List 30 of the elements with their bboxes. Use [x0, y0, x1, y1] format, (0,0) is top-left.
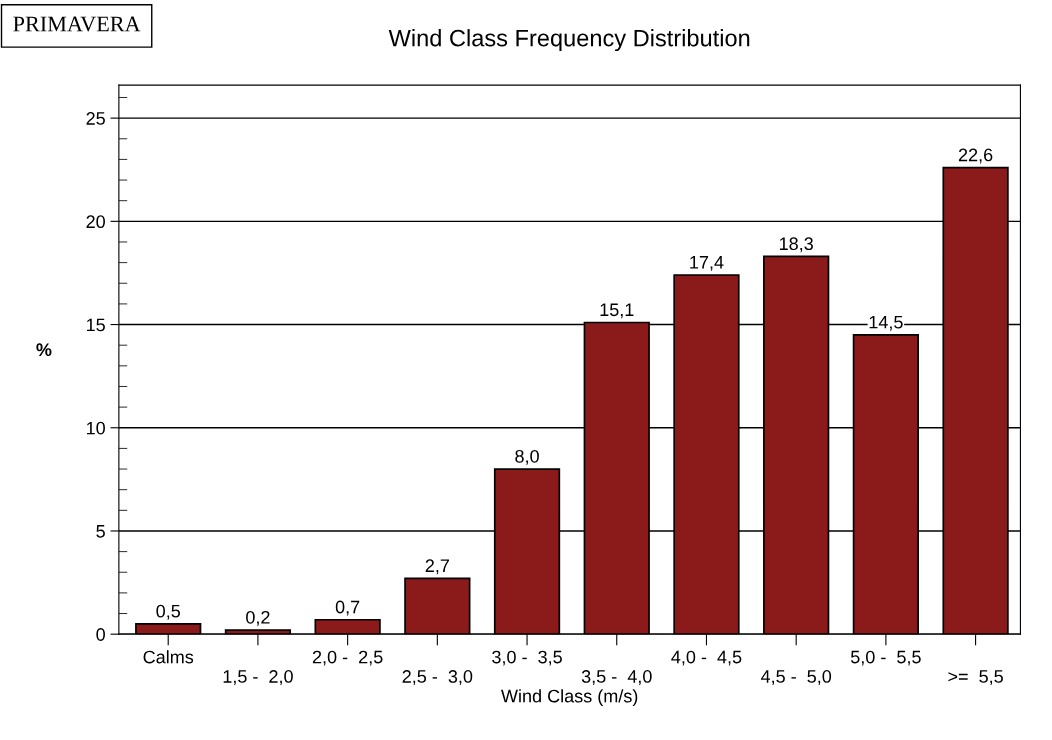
data-label: 0,2 — [246, 610, 270, 626]
x-tick-label: Calms — [143, 650, 194, 664]
data-label: 22,6 — [958, 148, 993, 164]
x-tick-label: 2,0 - 2,5 — [312, 650, 383, 666]
x-tick-label: 4,5 - 5,0 — [760, 670, 832, 685]
x-tick-label: >= 5,5 — [948, 670, 1003, 685]
x-tick-label: 4,0 - 4,5 — [671, 650, 742, 666]
data-label: 17,4 — [690, 256, 724, 271]
y-tick-label: 10 — [86, 421, 105, 435]
x-axis-title: Wind Class (m/s) — [501, 689, 638, 707]
x-tick-label: 2,5 - 3,0 — [402, 670, 473, 685]
y-tick-label: 20 — [86, 215, 105, 229]
data-label: 0,5 — [156, 604, 181, 620]
x-tick-label: 3,5 - 4,0 — [581, 670, 652, 685]
y-axis-title: % — [36, 343, 52, 357]
data-label: 8,0 — [515, 449, 539, 465]
y-tick-label: 15 — [86, 318, 105, 332]
y-tick-label: 5 — [96, 525, 105, 538]
text: PRIMAVERA — [13, 16, 141, 32]
y-tick-label: 25 — [86, 112, 105, 125]
data-label: 18,3 — [779, 237, 813, 253]
data-label: 0,7 — [335, 600, 360, 616]
data-label: 2,7 — [425, 559, 449, 575]
x-tick-label: 5,0 - 5,5 — [850, 650, 921, 666]
chart-title: Wind Class Frequency Distribution — [388, 29, 750, 52]
data-label: 15,1 — [600, 303, 634, 319]
data-label: 14,5 — [869, 315, 903, 331]
x-tick-label: 3,0 - 3,5 — [492, 650, 562, 666]
y-tick-label: 0 — [96, 628, 105, 641]
x-tick-label: 1,5 - 2,0 — [223, 670, 293, 685]
